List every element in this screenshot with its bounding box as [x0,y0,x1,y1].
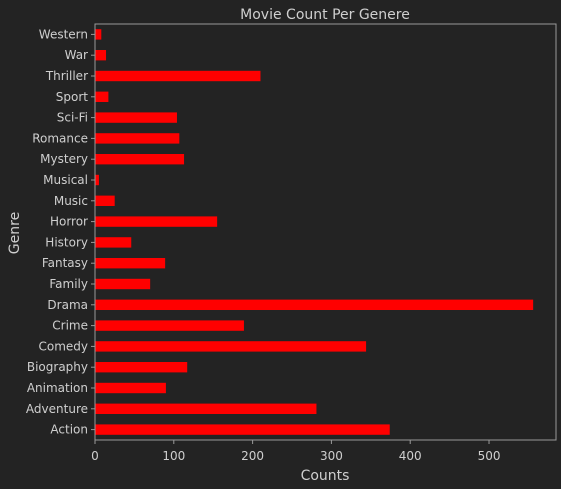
category-label: War [65,48,88,62]
category-label: Fantasy [42,256,88,270]
bar-romance [95,133,179,143]
bar-sci-fi [95,112,177,122]
bar-music [95,196,115,206]
category-label: Horror [50,215,88,229]
bar-fantasy [95,258,165,268]
bar-mystery [95,154,184,164]
category-label: Romance [32,131,88,145]
category-label: Sci-Fi [57,111,88,125]
x-tick-label: 300 [320,449,343,463]
bar-drama [95,300,533,310]
bar-thriller [95,71,260,81]
bar-horror [95,216,217,226]
bar-animation [95,383,166,393]
category-label: Drama [47,298,88,312]
bar-war [95,50,106,60]
category-label: Crime [52,319,88,333]
category-label: Western [39,27,88,41]
category-label: Family [49,277,88,291]
bar-western [95,29,101,39]
category-label: Comedy [38,339,88,353]
x-tick-label: 0 [91,449,99,463]
bar-family [95,279,150,289]
category-label: Mystery [40,152,88,166]
category-label: Adventure [26,402,88,416]
category-label: Thriller [45,69,88,83]
chart-title: Movie Count Per Genere [240,7,410,23]
x-tick-label: 100 [162,449,185,463]
bar-sport [95,92,108,102]
x-tick-label: 200 [241,449,264,463]
bar-comedy [95,341,366,351]
category-label: Action [50,423,88,437]
category-label: Musical [43,173,88,187]
bar-history [95,237,131,247]
bar-crime [95,320,244,330]
category-label: Sport [56,90,89,104]
bar-biography [95,362,187,372]
category-label: Animation [27,381,88,395]
x-tick-label: 500 [478,449,501,463]
category-label: History [45,235,88,249]
x-tick-label: 400 [399,449,422,463]
bar-musical [95,175,99,185]
category-label: Music [54,194,88,208]
category-label: Biography [27,360,88,374]
x-axis-title: Counts [301,468,350,484]
bar-adventure [95,404,316,414]
y-axis-title: Genre [7,212,23,254]
bar-action [95,424,390,434]
